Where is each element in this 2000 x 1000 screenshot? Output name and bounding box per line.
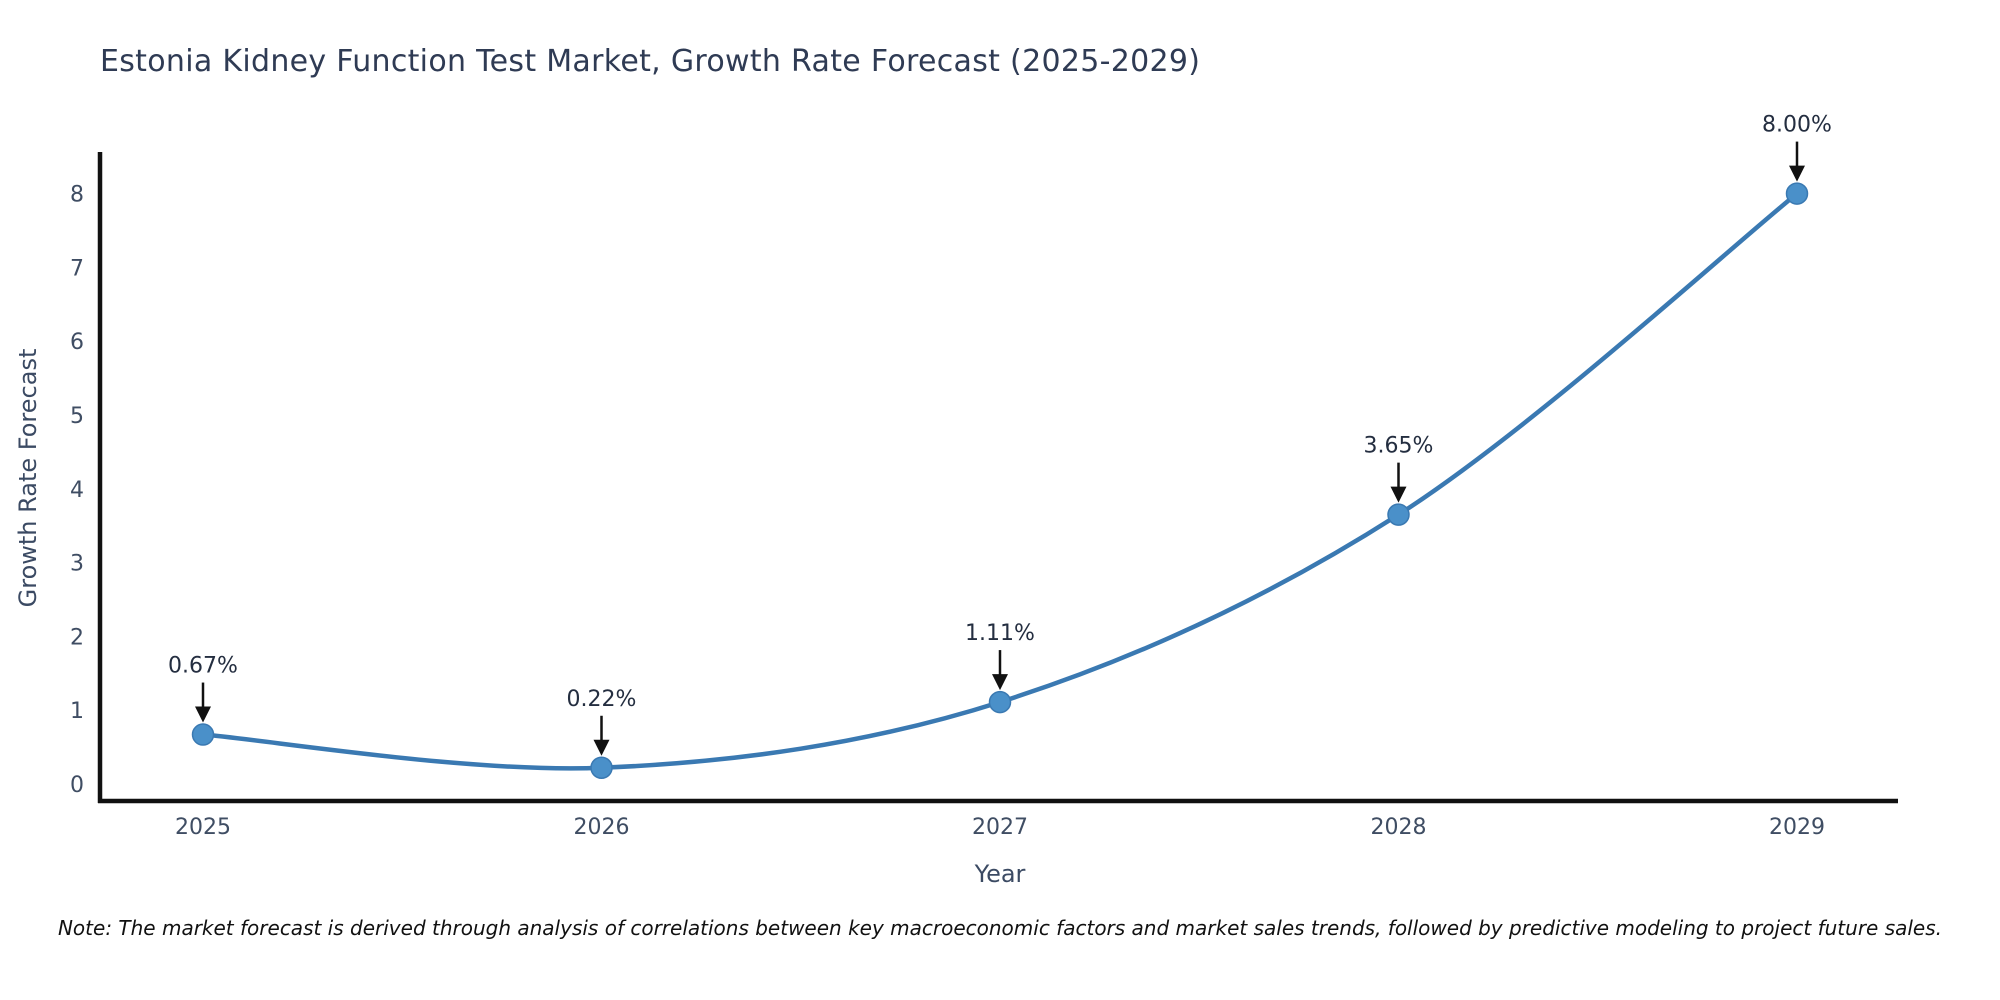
- data-point-label: 1.11%: [965, 621, 1035, 646]
- annotation-arrowhead: [195, 706, 211, 723]
- data-point-marker: [590, 756, 613, 780]
- annotation-arrowhead: [992, 674, 1008, 691]
- annotation-arrowhead: [593, 739, 610, 756]
- annotation-arrowhead: [1390, 486, 1407, 503]
- x-tick-label: 2026: [574, 815, 630, 840]
- y-tick-label: 4: [70, 478, 84, 503]
- footnote: Note: The market forecast is derived thr…: [57, 916, 1943, 940]
- x-tick-label: 2029: [1769, 815, 1825, 840]
- data-point-label: 3.65%: [1364, 434, 1434, 459]
- data-point-marker: [191, 723, 215, 746]
- annotation-arrowhead: [1789, 165, 1805, 182]
- data-point-label: 0.67%: [168, 654, 238, 679]
- y-tick-label: 8: [70, 183, 84, 208]
- y-tick-label: 2: [70, 625, 84, 650]
- x-tick-label: 2025: [175, 815, 231, 840]
- data-point-marker: [988, 690, 1012, 714]
- y-tick-label: 5: [70, 404, 84, 429]
- x-tick-label: 2028: [1371, 815, 1427, 840]
- chart-title: Estonia Kidney Function Test Market, Gro…: [100, 44, 1201, 79]
- data-point-marker: [1387, 503, 1410, 526]
- x-tick-label: 2027: [972, 815, 1028, 840]
- y-tick-label: 3: [70, 552, 84, 577]
- y-tick-label: 7: [70, 256, 84, 281]
- y-tick-label: 1: [70, 699, 84, 724]
- y-tick-label: 0: [70, 773, 84, 798]
- y-tick-label: 6: [70, 330, 84, 355]
- data-point-label: 0.22%: [567, 687, 637, 712]
- x-axis-title: Year: [974, 860, 1026, 888]
- data-point-marker: [1785, 182, 1809, 205]
- data-point-label: 8.00%: [1762, 113, 1832, 138]
